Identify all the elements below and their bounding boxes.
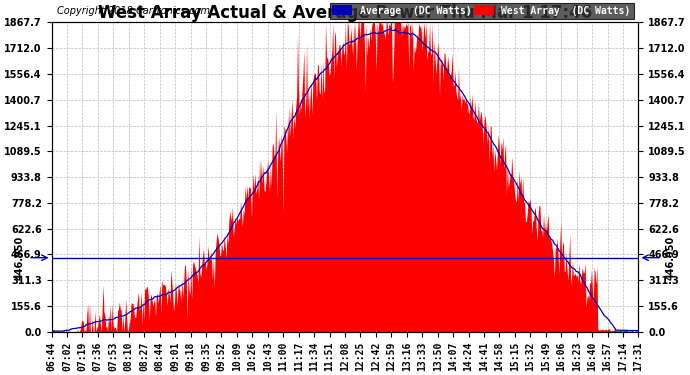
Text: 446.950: 446.950 <box>666 236 676 280</box>
Title: West Array Actual & Average Power Thu Mar 1 17:46: West Array Actual & Average Power Thu Ma… <box>98 4 592 22</box>
Legend: Average  (DC Watts), West Array  (DC Watts): Average (DC Watts), West Array (DC Watts… <box>330 3 633 19</box>
Text: Copyright 2018 Cartronics.com: Copyright 2018 Cartronics.com <box>57 6 210 16</box>
Text: 446.950: 446.950 <box>14 236 24 280</box>
